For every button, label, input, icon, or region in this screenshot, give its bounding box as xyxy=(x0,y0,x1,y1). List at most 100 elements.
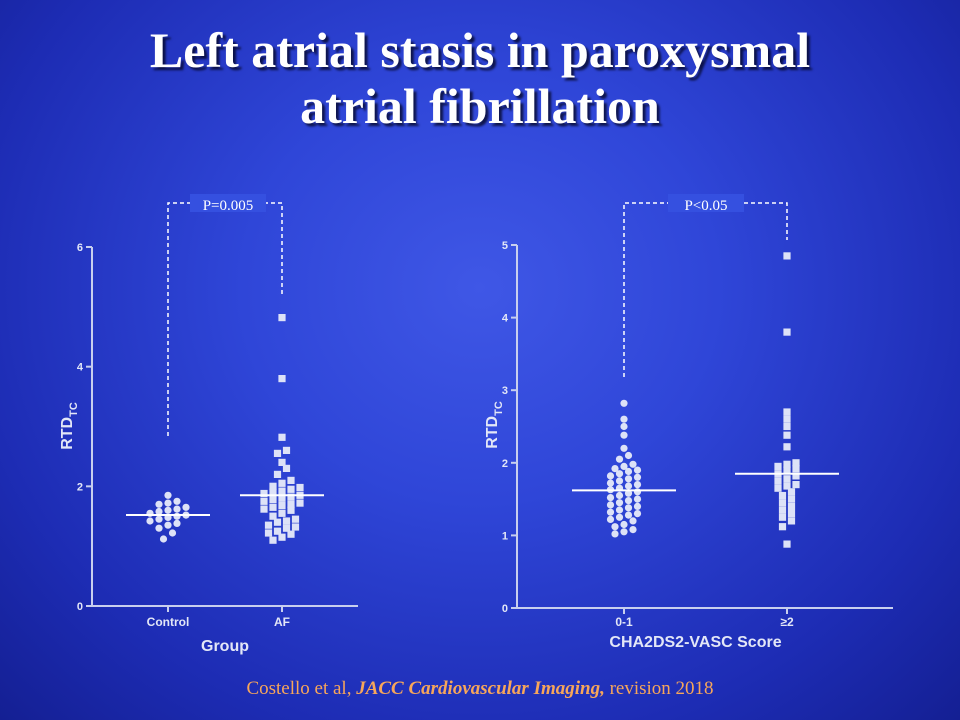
data-point xyxy=(615,513,624,521)
chart-1: 0 2 4 6 RTDTC Control AF Group P=0.005 xyxy=(59,194,358,655)
data-point xyxy=(273,470,282,478)
y-tick-label: 0 xyxy=(502,603,508,615)
data-point xyxy=(620,422,628,431)
data-point xyxy=(787,488,796,496)
data-point xyxy=(624,482,633,490)
x-tick-label: ≥2 xyxy=(780,615,794,629)
data-point xyxy=(629,526,637,534)
data-point xyxy=(606,501,615,509)
data-point xyxy=(633,488,642,496)
significance-bracket xyxy=(167,202,283,436)
y-tick-label: 6 xyxy=(77,242,83,254)
data-point xyxy=(620,520,628,529)
data-point xyxy=(260,489,268,498)
data-point xyxy=(291,515,300,523)
data-point xyxy=(164,521,172,529)
data-point xyxy=(629,517,637,525)
data-point xyxy=(620,444,628,452)
data-point xyxy=(260,497,268,505)
data-point xyxy=(624,451,633,460)
data-point xyxy=(778,523,787,531)
data-point xyxy=(173,497,181,505)
data-point xyxy=(620,528,628,536)
data-point xyxy=(783,252,791,260)
data-point xyxy=(606,508,615,516)
data-point xyxy=(287,506,295,514)
data-point xyxy=(620,415,628,423)
data-point xyxy=(155,507,163,516)
data-point xyxy=(264,529,273,537)
data-point xyxy=(778,491,787,500)
y-tick-label: 1 xyxy=(502,530,508,542)
data-point xyxy=(282,464,291,472)
data-point xyxy=(278,375,286,383)
data-point xyxy=(783,415,791,423)
y-axis-label-subscript: TC xyxy=(493,401,505,416)
annotation-bg xyxy=(190,194,266,212)
data-point xyxy=(155,524,163,532)
chart-2: 0 1 2 3 4 5 RTDTC 0-1 ≥2 CHA2DS2-VASC Score P<0.05 xyxy=(484,194,893,651)
slide-title-line-1: Left atrial stasis in paroxysmal xyxy=(149,22,811,78)
data-point xyxy=(615,470,624,478)
data-point xyxy=(783,540,791,548)
data-point xyxy=(278,433,286,441)
data-point xyxy=(783,460,791,468)
annotation-bg xyxy=(668,194,744,212)
y-tick-label: 4 xyxy=(77,362,84,374)
y-tick-label: 0 xyxy=(77,601,83,613)
x-axis-label: CHA2DS2-VASC Score xyxy=(609,634,781,651)
data-point xyxy=(182,503,190,511)
data-point xyxy=(282,524,291,532)
data-point xyxy=(278,494,286,502)
data-point xyxy=(146,517,154,525)
x-tick-label: Control xyxy=(147,615,190,629)
data-point xyxy=(787,510,796,518)
data-point xyxy=(173,519,181,528)
data-point xyxy=(287,530,295,538)
data-point xyxy=(269,488,277,496)
data-point xyxy=(783,466,791,474)
data-point xyxy=(774,477,782,485)
data-point xyxy=(624,504,633,512)
data-point xyxy=(264,521,273,529)
data-point xyxy=(168,529,177,537)
data-point xyxy=(287,476,295,484)
data-point xyxy=(615,455,624,463)
data-point xyxy=(792,465,800,473)
citation-authors: Costello et al, xyxy=(246,678,357,699)
y-axis-label-subscript: TC xyxy=(68,402,80,417)
data-point xyxy=(787,495,796,503)
data-point xyxy=(278,533,286,541)
data-point xyxy=(792,472,800,480)
data-point xyxy=(282,446,291,454)
data-point xyxy=(615,491,624,500)
data-point xyxy=(606,479,615,487)
significance-bracket xyxy=(623,202,788,377)
x-axis-label: Group xyxy=(201,638,249,655)
data-point xyxy=(606,494,615,502)
y-tick-label: 2 xyxy=(77,481,83,493)
data-point xyxy=(792,481,800,489)
data-point xyxy=(164,499,172,507)
data-point xyxy=(278,509,286,517)
data-point xyxy=(606,472,615,480)
data-point xyxy=(611,523,619,531)
y-tick-label: 4 xyxy=(502,313,509,325)
data-point xyxy=(633,466,642,474)
y-axis-label-main: RTD xyxy=(59,417,76,450)
data-point xyxy=(783,408,791,416)
data-point xyxy=(633,481,642,489)
data-point xyxy=(159,535,168,543)
data-point xyxy=(287,493,295,501)
data-point xyxy=(269,482,277,490)
data-point xyxy=(260,505,268,513)
data-point xyxy=(269,495,277,504)
data-point xyxy=(278,314,286,322)
data-point xyxy=(282,517,291,525)
y-tick-label: 2 xyxy=(502,458,508,470)
data-point xyxy=(269,536,277,544)
data-point xyxy=(620,462,628,470)
data-point xyxy=(296,499,304,507)
data-point xyxy=(624,475,633,483)
data-point xyxy=(624,467,633,476)
